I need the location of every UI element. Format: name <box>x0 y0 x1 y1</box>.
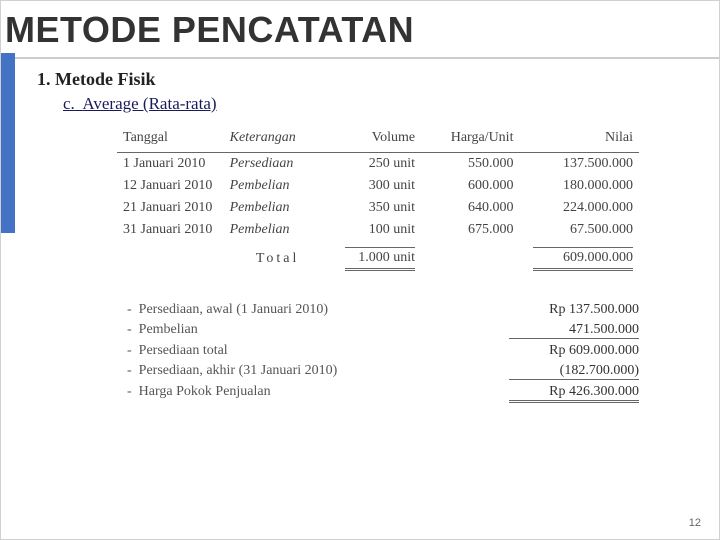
table-row: 1 Januari 2010 Persediaan 250 unit 550.0… <box>117 153 639 176</box>
table-total-row: Total 1.000 unit 609.000.000 <box>117 241 639 274</box>
list-item-c: c. Average (Rata-rata) <box>63 94 679 114</box>
page-number: 12 <box>689 517 701 529</box>
table-row: 21 Januari 2010 Pembelian 350 unit 640.0… <box>117 197 639 219</box>
content-area: 1. Metode Fisik c. Average (Rata-rata) T… <box>1 59 719 405</box>
summary-row: - Harga Pokok Penjualan Rp 426.300.000 <box>127 382 639 405</box>
table-header-row: Tanggal Keterangan Volume Harga/Unit Nil… <box>117 128 639 153</box>
table-row: 31 Januari 2010 Pembelian 100 unit 675.0… <box>117 219 639 241</box>
summary-block: - Persediaan, awal (1 Januari 2010) Rp 1… <box>127 300 639 405</box>
summary-row: - Persediaan, awal (1 Januari 2010) Rp 1… <box>127 300 639 320</box>
col-keterangan: Keterangan <box>224 128 332 153</box>
list-item-1: 1. Metode Fisik <box>37 69 679 90</box>
summary-row: - Persediaan, akhir (31 Januari 2010) (1… <box>127 361 639 382</box>
col-volume: Volume <box>332 128 421 153</box>
col-nilai: Nilai <box>519 128 639 153</box>
slide-title: METODE PENCATATAN <box>1 1 719 59</box>
summary-row: - Persediaan total Rp 609.000.000 <box>127 341 639 361</box>
table-row: 12 Januari 2010 Pembelian 300 unit 600.0… <box>117 175 639 197</box>
summary-row: - Pembelian 471.500.000 <box>127 320 639 341</box>
col-harga: Harga/Unit <box>421 128 519 153</box>
accent-bar <box>1 53 15 233</box>
data-table: Tanggal Keterangan Volume Harga/Unit Nil… <box>117 128 639 274</box>
col-tanggal: Tanggal <box>117 128 224 153</box>
